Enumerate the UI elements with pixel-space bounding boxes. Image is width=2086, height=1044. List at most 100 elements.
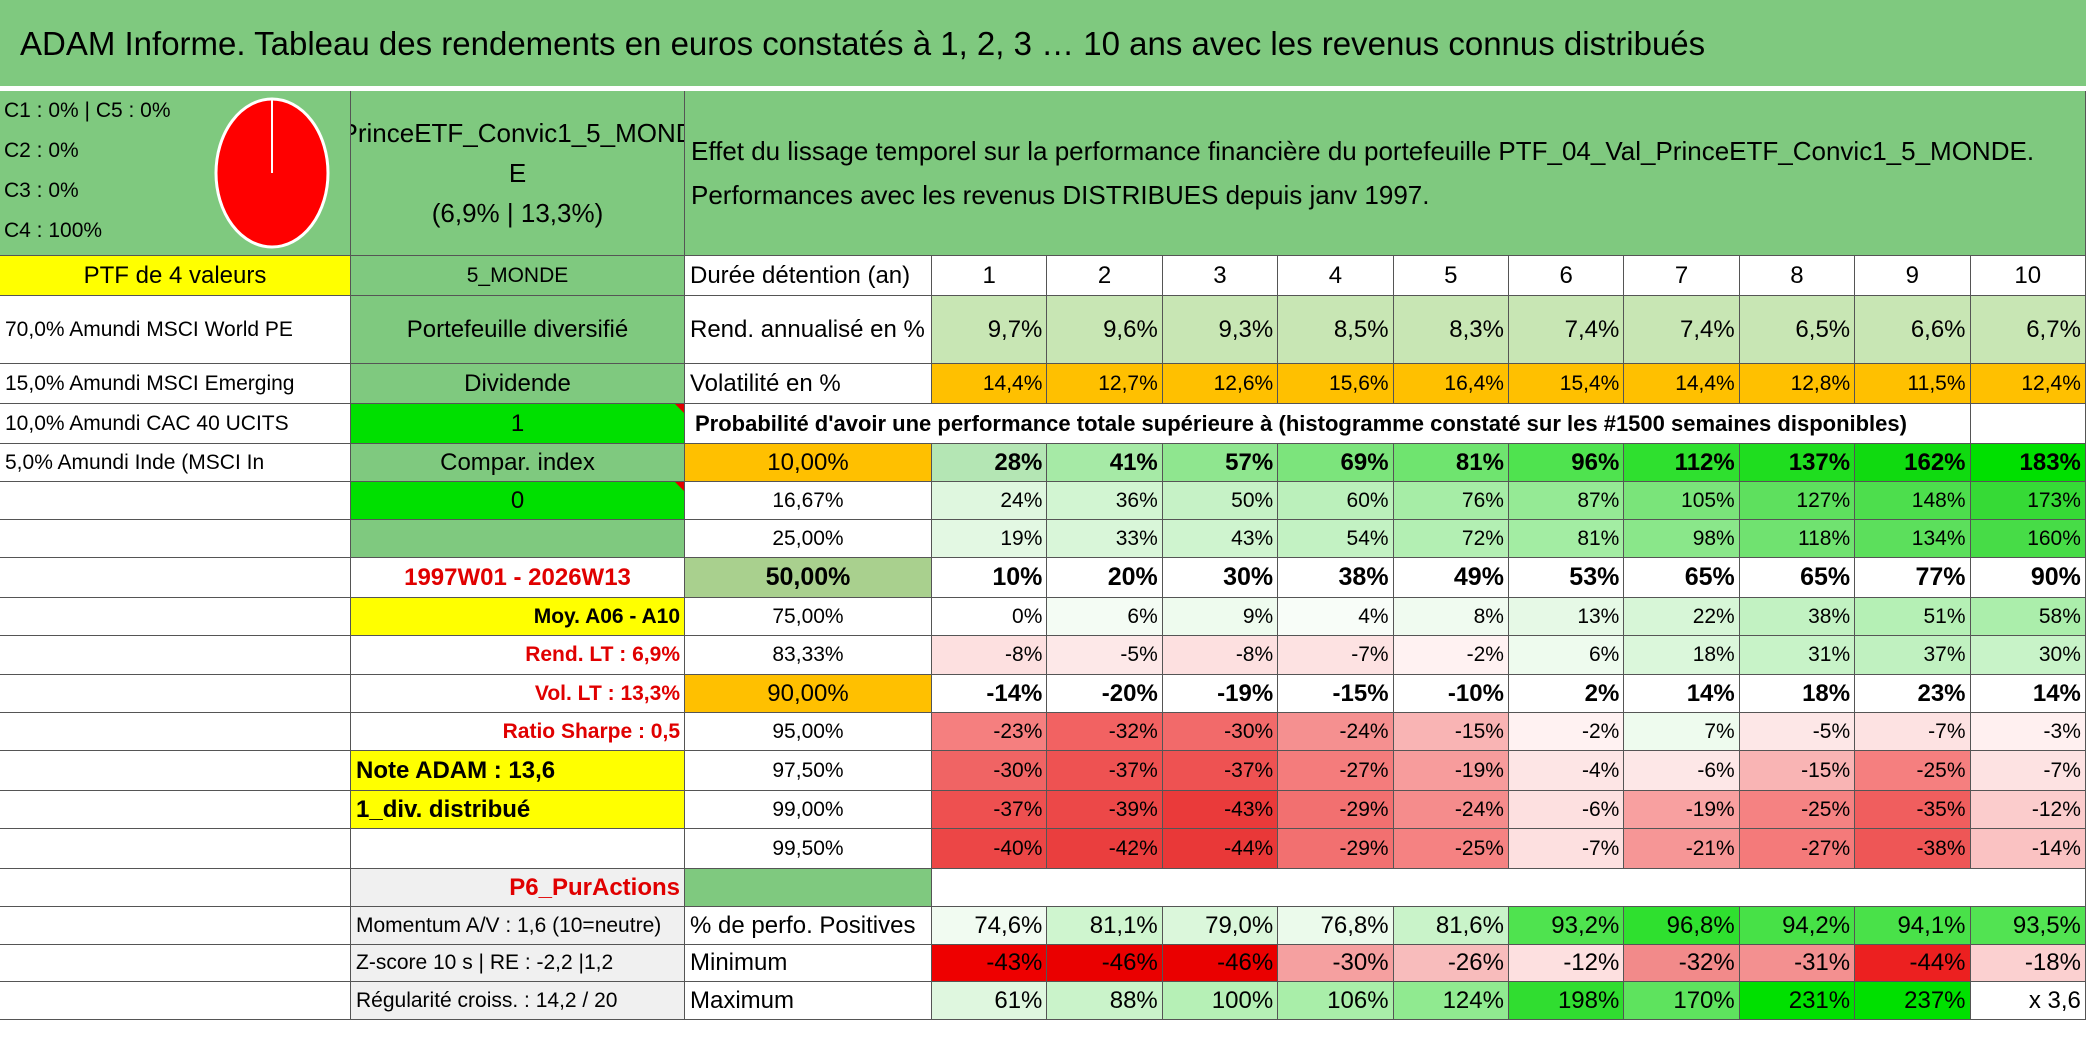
quantile-cell: -27% — [1278, 751, 1394, 791]
quantile-cell: 0% — [932, 598, 1048, 636]
quantile-cell: 60% — [1278, 482, 1394, 520]
quantile-cell: 30% — [1970, 636, 2086, 675]
quantile-cell: -14% — [1970, 829, 2086, 869]
quantile-cell: 118% — [1739, 520, 1856, 558]
zscore-label: Z-score 10 s | RE : -2,2 |1,2 — [351, 945, 685, 982]
rend-label: Rend. annualisé en % — [685, 296, 932, 364]
quantile-cell: 72% — [1393, 520, 1509, 558]
quantile-label: 90,00% — [685, 675, 932, 713]
year-header: 8 — [1739, 256, 1856, 296]
maximum-cell: 61% — [932, 982, 1048, 1020]
vol-cell: 12,8% — [1739, 364, 1856, 404]
rend-cell: 8,3% — [1393, 296, 1509, 364]
quantile-cell: -29% — [1278, 829, 1394, 869]
quantile-cell: 10% — [932, 558, 1048, 598]
quantile-cell: 69% — [1278, 444, 1394, 482]
quantile-cell: 19% — [932, 520, 1048, 558]
quantile-cell: 127% — [1739, 482, 1856, 520]
year-header: 6 — [1508, 256, 1625, 296]
quantile-cell: 87% — [1508, 482, 1625, 520]
quantile-cell: 76% — [1393, 482, 1509, 520]
quantile-cell: -4% — [1508, 751, 1625, 791]
min-label: Minimum — [685, 945, 932, 982]
positive-cell: 74,6% — [932, 907, 1048, 945]
quantile-cell: 14% — [1970, 675, 2086, 713]
quantile-cell: -25% — [1739, 791, 1856, 829]
year-header: 9 — [1855, 256, 1971, 296]
quantile-cell: 23% — [1855, 675, 1971, 713]
rend-cell: 6,7% — [1970, 296, 2086, 364]
quantile-cell: -10% — [1393, 675, 1509, 713]
rend-cell: 7,4% — [1508, 296, 1625, 364]
regularite-label: Régularité croiss. : 14,2 / 20 — [351, 982, 685, 1020]
quantile-cell: 7% — [1624, 713, 1740, 751]
quantile-cell: -35% — [1855, 791, 1971, 829]
quantile-cell: -21% — [1624, 829, 1740, 869]
asset-line: 5,0% Amundi Inde (MSCI In — [0, 444, 351, 482]
composition-panel: C1 : 0% | C5 : 0% C2 : 0% C3 : 0% C4 : 1… — [0, 91, 351, 256]
minimum-cell: -18% — [1970, 945, 2086, 982]
quantile-cell: 98% — [1624, 520, 1740, 558]
quantile-label: 75,00% — [685, 598, 932, 636]
momentum-label: Momentum A/V : 1,6 (10=neutre) — [351, 907, 685, 945]
quantile-cell: -7% — [1278, 636, 1394, 675]
quantile-cell: 22% — [1624, 598, 1740, 636]
empty-cell — [0, 675, 351, 713]
quantile-label: 16,67% — [685, 482, 932, 520]
quantile-cell: -19% — [1624, 791, 1740, 829]
positive-cell: 81,6% — [1393, 907, 1509, 945]
empty-cell — [0, 791, 351, 829]
quantile-cell: -6% — [1508, 791, 1625, 829]
quantile-cell: -23% — [932, 713, 1048, 751]
compar-label: Compar. index — [351, 444, 685, 482]
quantile-cell: 13% — [1508, 598, 1625, 636]
positive-cell: 79,0% — [1162, 907, 1279, 945]
quantile-label: 25,00% — [685, 520, 932, 558]
dividende-label: Dividende — [351, 364, 685, 404]
quantile-cell: -19% — [1393, 751, 1509, 791]
quantile-cell: 148% — [1855, 482, 1971, 520]
quantile-cell: -2% — [1508, 713, 1625, 751]
rend-lt-label: Rend. LT : 6,9% — [351, 636, 685, 675]
quantile-cell: 28% — [932, 444, 1048, 482]
rend-cell: 6,6% — [1855, 296, 1971, 364]
composition-line: C4 : 100% — [4, 219, 103, 242]
empty-cell — [0, 558, 351, 598]
quantile-cell: -38% — [1855, 829, 1971, 869]
composition-line: C2 : 0% — [4, 139, 79, 162]
positive-cell: 94,1% — [1855, 907, 1971, 945]
page-title: ADAM Informe. Tableau des rendements en … — [0, 0, 2086, 88]
quantile-cell: -24% — [1278, 713, 1394, 751]
fund-name-wrap: E — [508, 158, 527, 188]
quantile-cell: -7% — [1855, 713, 1971, 751]
vol-cell: 12,7% — [1047, 364, 1163, 404]
quantile-cell: 18% — [1624, 636, 1740, 675]
empty-cell — [0, 982, 351, 1020]
quantile-cell: -25% — [1393, 829, 1509, 869]
max-label: Maximum — [685, 982, 932, 1020]
quantile-cell: 160% — [1970, 520, 2086, 558]
quantile-cell: -14% — [932, 675, 1048, 713]
vol-cell: 16,4% — [1393, 364, 1509, 404]
quantile-cell: 77% — [1855, 558, 1971, 598]
quantile-cell: -8% — [932, 636, 1048, 675]
year-header: 5 — [1393, 256, 1509, 296]
quantile-cell: -29% — [1278, 791, 1394, 829]
maximum-cell: 100% — [1162, 982, 1279, 1020]
quantile-label: 97,50% — [685, 751, 932, 791]
quantile-label: 99,00% — [685, 791, 932, 829]
quantile-cell: -43% — [1162, 791, 1279, 829]
quantile-cell: 31% — [1739, 636, 1856, 675]
quantile-cell: 96% — [1508, 444, 1625, 482]
p6-label: P6_PurActions — [351, 869, 685, 907]
quantile-cell: 51% — [1855, 598, 1971, 636]
pos-label: % de perfo. Positives — [685, 907, 932, 945]
composition-line: C3 : 0% — [4, 179, 79, 202]
quantile-cell: 30% — [1162, 558, 1279, 598]
quantile-cell: -8% — [1162, 636, 1279, 675]
note-adam: Note ADAM : 13,6 — [351, 751, 685, 791]
vol-cell: 14,4% — [932, 364, 1048, 404]
minimum-cell: -26% — [1393, 945, 1509, 982]
quantile-cell: 57% — [1162, 444, 1279, 482]
quantile-cell: 43% — [1162, 520, 1279, 558]
